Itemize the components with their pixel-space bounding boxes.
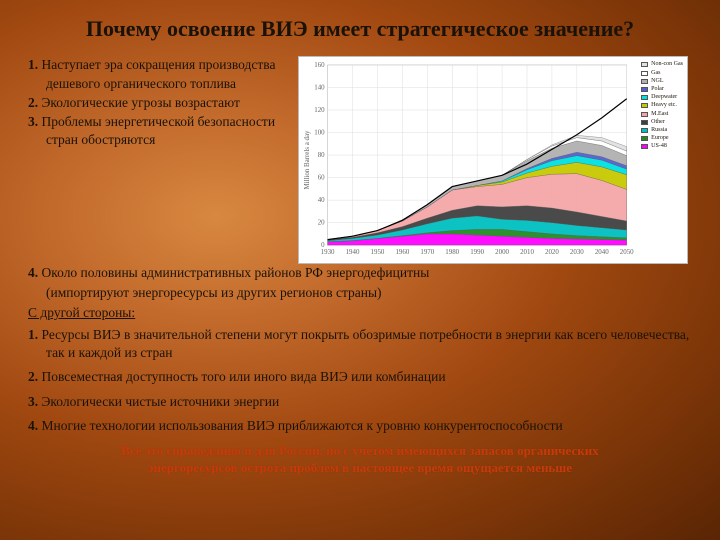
list2-item-3: 3. Экологически чистые источники энергии	[28, 393, 692, 411]
list1-text-3: Проблемы энергетической безопасности стр…	[42, 114, 276, 147]
list-1: 1. Наступает эра сокращения производства…	[28, 56, 288, 149]
list1-item-3: 3. Проблемы энергетической безопасности …	[28, 113, 288, 149]
list1-text-2: Экологические угрозы возрастают	[42, 95, 240, 110]
list1-item-2: 2. Экологические угрозы возрастают	[28, 94, 288, 112]
svg-text:Million Barrels a day: Million Barrels a day	[304, 130, 311, 190]
svg-text:1930: 1930	[321, 249, 335, 256]
list1-sub: (импортируют энергоресурсы из других рег…	[28, 284, 692, 302]
svg-text:2040: 2040	[595, 249, 609, 256]
svg-text:1960: 1960	[395, 249, 409, 256]
list2-item-2: 2. Повсеместная доступность того или ино…	[28, 368, 692, 386]
list2-text-4: Многие технологии использования ВИЭ приб…	[42, 418, 563, 433]
svg-text:80: 80	[318, 152, 325, 159]
svg-text:2020: 2020	[545, 249, 559, 256]
svg-text:1970: 1970	[420, 249, 434, 256]
bottom-line-1: Все это справедливо и для России, но с у…	[28, 443, 692, 460]
svg-text:60: 60	[318, 175, 325, 182]
bottom-note: Все это справедливо и для России, но с у…	[28, 443, 692, 477]
svg-text:1980: 1980	[445, 249, 459, 256]
left-list-block: 1. Наступает эра сокращения производства…	[28, 56, 288, 150]
svg-text:100: 100	[314, 130, 325, 137]
svg-text:2010: 2010	[520, 249, 534, 256]
svg-text:2050: 2050	[620, 249, 634, 256]
chart-legend: Non-con GasGasNGLPolarDeepwaterHeavy etc…	[641, 61, 683, 151]
svg-text:140: 140	[314, 85, 325, 92]
bottom-line-2: энергоресурсов острота проблем в настоящ…	[28, 460, 692, 477]
list-2: 1. Ресурсы ВИЭ в значительной степени мо…	[28, 326, 692, 435]
svg-text:40: 40	[318, 197, 325, 204]
list1-text-4: Около половины административных районов …	[42, 265, 430, 280]
chart-svg: 0204060801001201401601930194019501960197…	[299, 57, 687, 263]
list1-item-4: 4. Около половины административных район…	[28, 264, 692, 282]
svg-text:1950: 1950	[371, 249, 385, 256]
list1-text-1: Наступает эра сокращения производства де…	[42, 57, 276, 90]
svg-text:1990: 1990	[470, 249, 484, 256]
list1-item-1: 1. Наступает эра сокращения производства…	[28, 56, 288, 92]
other-side-label: С другой стороны:	[28, 304, 692, 322]
svg-text:1940: 1940	[346, 249, 360, 256]
content-area: 1. Наступает эра сокращения производства…	[28, 56, 692, 477]
list2-text-3: Экологически чистые источники энергии	[42, 394, 280, 409]
list-1-cont: 4. Около половины административных район…	[28, 264, 692, 282]
list2-text-2: Повсеместная доступность того или иного …	[42, 369, 446, 384]
svg-text:160: 160	[314, 62, 325, 69]
svg-text:120: 120	[314, 107, 325, 114]
list2-item-1: 1. Ресурсы ВИЭ в значительной степени мо…	[28, 326, 692, 362]
svg-text:2030: 2030	[570, 249, 584, 256]
list2-text-1: Ресурсы ВИЭ в значительной степени могут…	[42, 327, 690, 360]
svg-text:2000: 2000	[495, 249, 509, 256]
chart-container: 0204060801001201401601930194019501960197…	[298, 56, 692, 264]
oil-production-chart: 0204060801001201401601930194019501960197…	[298, 56, 688, 264]
list2-item-4: 4. Многие технологии использования ВИЭ п…	[28, 417, 692, 435]
svg-text:20: 20	[318, 220, 325, 227]
page-title: Почему освоение ВИЭ имеет стратегическое…	[28, 16, 692, 42]
